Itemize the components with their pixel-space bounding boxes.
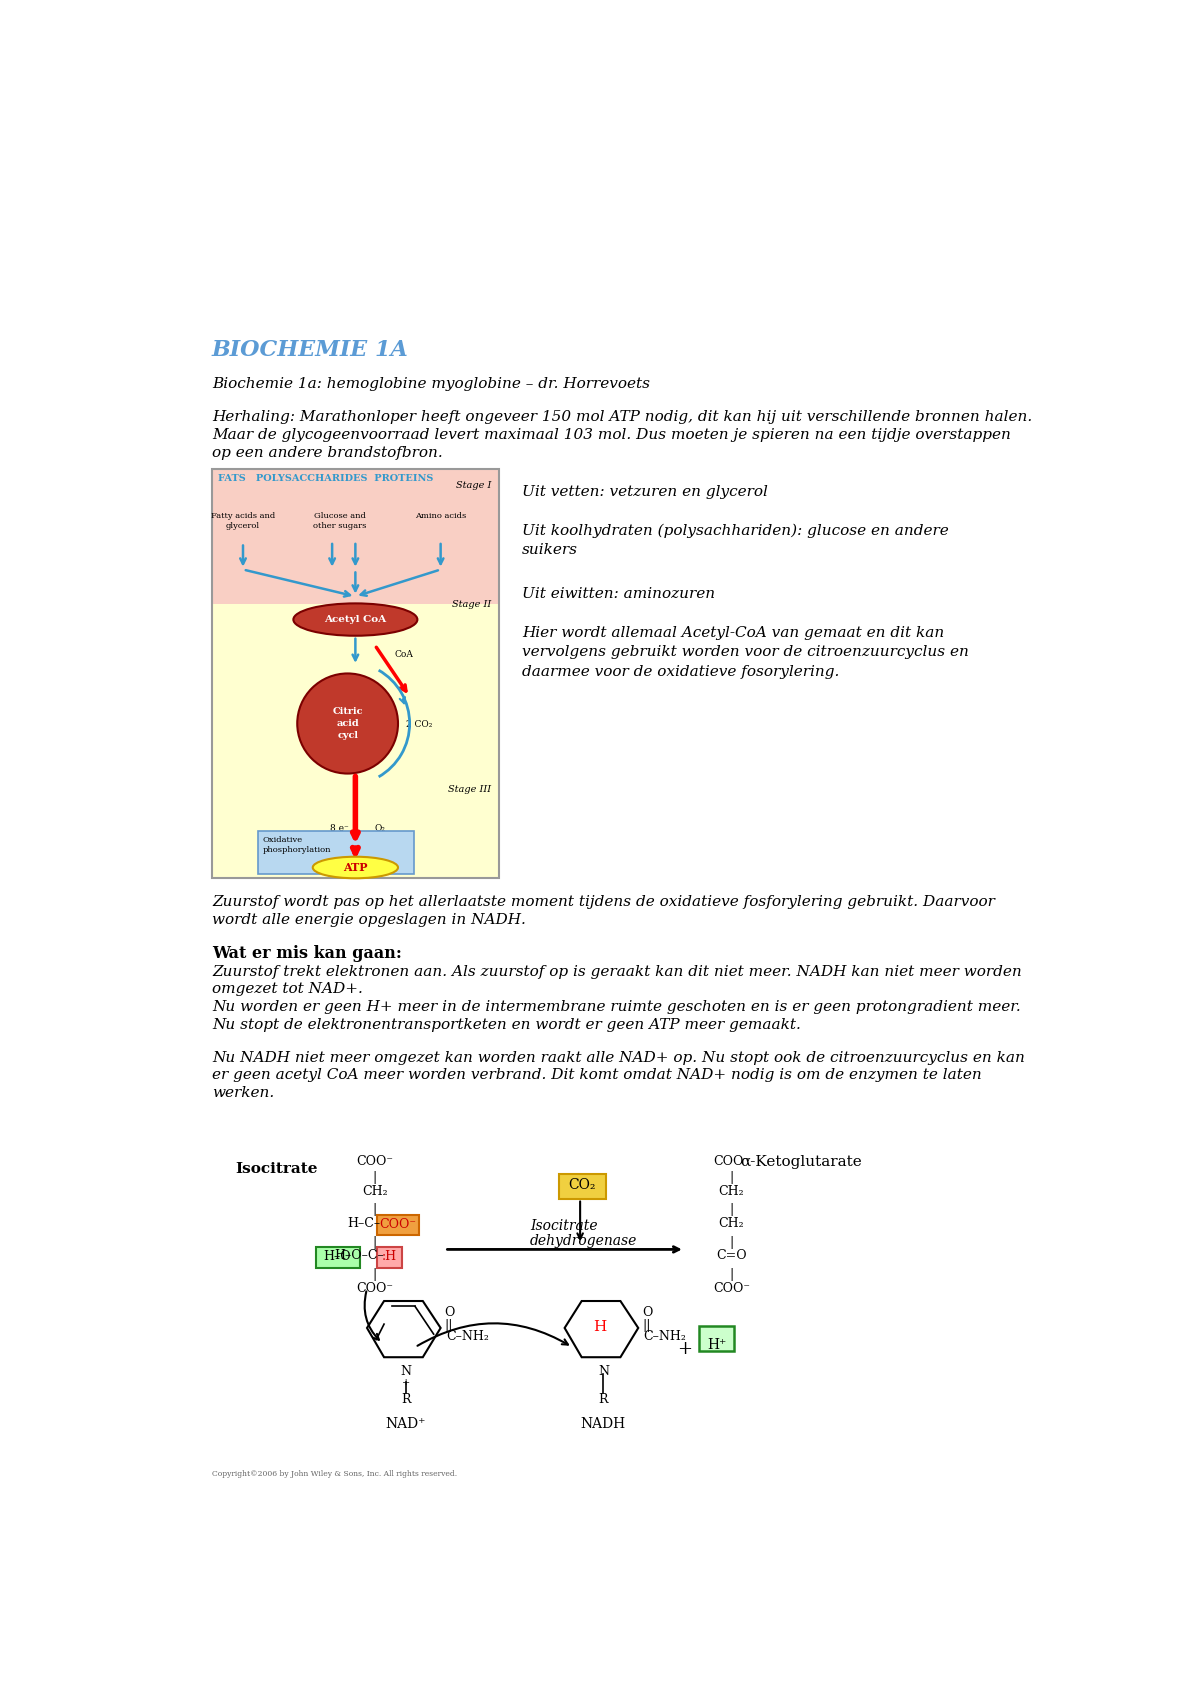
Text: O: O (642, 1306, 653, 1319)
Text: COO⁻: COO⁻ (713, 1282, 750, 1296)
FancyBboxPatch shape (316, 1248, 360, 1267)
Text: 8 e⁻: 8 e⁻ (330, 824, 349, 832)
Circle shape (298, 674, 398, 774)
Text: Herhaling: Marathonloper heeft ongeveer 150 mol ATP nodig, dit kan hij uit versc: Herhaling: Marathonloper heeft ongeveer … (212, 411, 1032, 424)
Text: α-Ketoglutarate: α-Ketoglutarate (740, 1155, 862, 1168)
Text: H: H (593, 1321, 606, 1335)
Ellipse shape (293, 603, 418, 635)
Text: C–NH₂: C–NH₂ (643, 1330, 686, 1343)
Text: |: | (373, 1268, 377, 1280)
Text: NADH: NADH (581, 1416, 626, 1430)
Text: ||: || (642, 1319, 650, 1331)
Text: BIOCHEMIE 1A: BIOCHEMIE 1A (212, 338, 409, 360)
FancyBboxPatch shape (377, 1248, 402, 1267)
FancyBboxPatch shape (559, 1173, 606, 1199)
Text: Acetyl CoA: Acetyl CoA (324, 615, 386, 625)
Text: |: | (730, 1236, 733, 1248)
Text: C=O: C=O (716, 1250, 746, 1262)
Text: FATS   POLYSACCHARIDES  PROTEINS: FATS POLYSACCHARIDES PROTEINS (218, 474, 433, 482)
Text: N: N (598, 1365, 608, 1377)
Text: ATP: ATP (343, 863, 367, 873)
Text: |: | (373, 1172, 377, 1184)
Text: N: N (401, 1365, 412, 1377)
Text: CO₂: CO₂ (569, 1178, 596, 1192)
Text: Glucose and
other sugars: Glucose and other sugars (313, 511, 366, 530)
Text: Isocitrate: Isocitrate (529, 1219, 598, 1233)
Text: H₂O: H₂O (361, 863, 380, 871)
Bar (212, 469, 499, 604)
Text: wordt alle energie opgeslagen in NADH.: wordt alle energie opgeslagen in NADH. (212, 914, 526, 927)
Text: O: O (444, 1306, 455, 1319)
Text: COO⁻: COO⁻ (379, 1217, 416, 1231)
Text: R: R (599, 1394, 608, 1406)
Text: Amino acids: Amino acids (415, 511, 467, 520)
Text: Uit koolhydraten (polysachhariden): glucose en andere
suikers: Uit koolhydraten (polysachhariden): gluc… (522, 523, 949, 557)
Text: Nu NADH niet meer omgezet kan worden raakt alle NAD+ op. Nu stopt ook de citroen: Nu NADH niet meer omgezet kan worden raa… (212, 1051, 1025, 1065)
Ellipse shape (313, 857, 398, 878)
Text: Stage III: Stage III (448, 784, 491, 795)
Text: Zuurstof trekt elektronen aan. Als zuurstof op is geraakt kan dit niet meer. NAD: Zuurstof trekt elektronen aan. Als zuurs… (212, 964, 1021, 978)
Text: R: R (401, 1394, 410, 1406)
Text: Nu worden er geen H+ meer in de intermembrane ruimte geschoten en is er geen pro: Nu worden er geen H+ meer in de intermem… (212, 1000, 1021, 1014)
Text: Oxidative
phosphorylation: Oxidative phosphorylation (263, 837, 331, 854)
Text: Wat er mis kan gaan:: Wat er mis kan gaan: (212, 944, 402, 961)
Text: CH₂: CH₂ (719, 1185, 744, 1197)
Text: :H: :H (382, 1250, 397, 1263)
Text: |: | (373, 1236, 377, 1248)
Text: Uit vetten: vetzuren en glycerol: Uit vetten: vetzuren en glycerol (522, 486, 768, 499)
Text: Stage II: Stage II (451, 601, 491, 610)
Text: |: | (373, 1204, 377, 1216)
Text: O₂: O₂ (374, 824, 385, 832)
Text: Biochemie 1a: hemoglobine myoglobine – dr. Horrevoets: Biochemie 1a: hemoglobine myoglobine – d… (212, 377, 650, 391)
FancyBboxPatch shape (377, 1216, 419, 1234)
Text: H–O–C–: H–O–C– (335, 1250, 384, 1262)
Text: Nu stopt de elektronentransportketen en wordt er geen ATP meer gemaakt.: Nu stopt de elektronentransportketen en … (212, 1017, 800, 1032)
Text: omgezet tot NAD+.: omgezet tot NAD+. (212, 981, 362, 997)
Bar (212, 469, 499, 878)
Text: +: + (677, 1340, 692, 1357)
FancyBboxPatch shape (698, 1326, 734, 1352)
Text: Uit eiwitten: aminozuren: Uit eiwitten: aminozuren (522, 588, 715, 601)
Text: H–O: H–O (324, 1250, 352, 1263)
Text: H⁺: H⁺ (707, 1338, 726, 1352)
Text: |: | (730, 1204, 733, 1216)
Text: |: | (730, 1172, 733, 1184)
Text: COO⁻: COO⁻ (356, 1282, 394, 1296)
Text: Stage I: Stage I (456, 481, 491, 491)
Text: dehydrogenase: dehydrogenase (529, 1234, 637, 1248)
Bar (212, 604, 499, 878)
Text: CH₂: CH₂ (719, 1217, 744, 1229)
Text: +: + (402, 1379, 410, 1387)
Text: Zuurstof wordt pas op het allerlaatste moment tijdens de oxidatieve fosforylerin: Zuurstof wordt pas op het allerlaatste m… (212, 895, 995, 908)
Text: COO⁻: COO⁻ (356, 1155, 394, 1168)
Text: Copyright©2006 by John Wiley & Sons, Inc. All rights reserved.: Copyright©2006 by John Wiley & Sons, Inc… (212, 1470, 457, 1479)
Text: Fatty acids and
glycerol: Fatty acids and glycerol (211, 511, 275, 530)
FancyBboxPatch shape (258, 830, 414, 874)
Text: ||: || (444, 1319, 454, 1331)
Text: er geen acetyl CoA meer worden verbrand. Dit komt omdat NAD+ nodig is om de enzy: er geen acetyl CoA meer worden verbrand.… (212, 1068, 982, 1082)
Text: op een andere brandstofbron.: op een andere brandstofbron. (212, 445, 443, 460)
Text: 2 CO₂: 2 CO₂ (406, 720, 432, 728)
Text: CoA: CoA (394, 650, 413, 659)
Text: COO⁻: COO⁻ (713, 1155, 750, 1168)
Text: CH₂: CH₂ (362, 1185, 388, 1197)
Text: Maar de glycogeenvoorraad levert maximaal 103 mol. Dus moeten je spieren na een : Maar de glycogeenvoorraad levert maximaa… (212, 428, 1010, 441)
Text: Citric
acid
cycl: Citric acid cycl (332, 706, 362, 740)
Text: C–NH₂: C–NH₂ (446, 1330, 488, 1343)
Text: Hier wordt allemaal Acetyl-CoA van gemaat en dit kan
vervolgens gebruikt worden : Hier wordt allemaal Acetyl-CoA van gemaa… (522, 627, 968, 679)
Text: |: | (730, 1268, 733, 1280)
Text: Isocitrate: Isocitrate (235, 1163, 318, 1177)
Text: H–C–: H–C– (348, 1217, 380, 1229)
Text: NAD⁺: NAD⁺ (385, 1416, 426, 1430)
Text: werken.: werken. (212, 1087, 275, 1100)
